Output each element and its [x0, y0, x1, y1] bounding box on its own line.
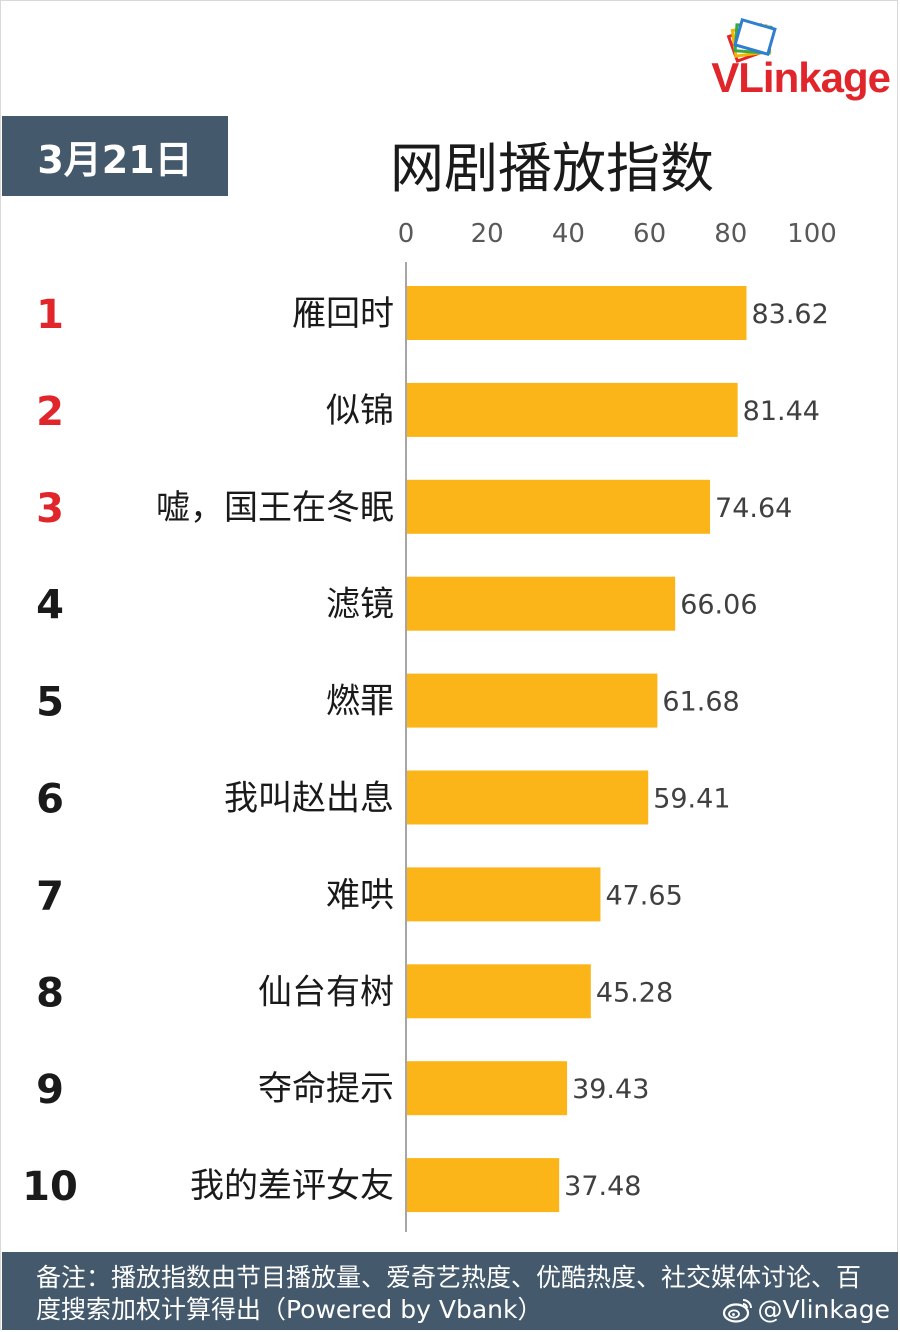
x-tick-label: 100 — [787, 219, 837, 249]
category-label: 嘘，国王在冬眠 — [156, 488, 394, 528]
rank-label: 8 — [36, 970, 64, 1016]
rank-label: 9 — [36, 1067, 64, 1113]
bar — [407, 1158, 560, 1213]
value-label: 66.06 — [680, 590, 757, 621]
value-label: 61.68 — [662, 687, 739, 718]
weibo-handle: @Vlinkage — [722, 1295, 890, 1324]
x-tick-label: 60 — [633, 219, 666, 249]
category-label: 似锦 — [326, 391, 394, 431]
x-tick-label: 0 — [398, 219, 415, 249]
logo-text: VLinkage — [711, 54, 891, 101]
rank-label: 10 — [22, 1164, 78, 1210]
rank-label: 3 — [36, 486, 64, 532]
category-label: 难哄 — [326, 875, 394, 915]
category-label: 滤镜 — [326, 585, 394, 625]
value-label: 74.64 — [715, 493, 792, 524]
date-badge: 3月21日 — [2, 116, 228, 196]
chart-title: 网剧播放指数 — [390, 137, 714, 200]
weibo-icon — [722, 1298, 752, 1323]
logo-cards-icon — [726, 17, 777, 63]
rank-label: 1 — [36, 292, 64, 338]
bar — [407, 964, 591, 1019]
bar — [407, 770, 649, 825]
category-label: 雁回时 — [292, 294, 394, 334]
value-label: 37.48 — [564, 1171, 641, 1202]
value-label: 59.41 — [653, 784, 730, 815]
value-label: 39.43 — [572, 1074, 649, 1105]
bar — [407, 479, 711, 534]
bar — [407, 576, 676, 631]
rank-label: 7 — [36, 873, 64, 919]
x-tick-label: 80 — [714, 219, 747, 249]
category-label: 我的差评女友 — [190, 1166, 394, 1206]
rank-label: 2 — [36, 389, 64, 435]
x-tick-label: 40 — [552, 219, 585, 249]
bar-chart: 0 20 40 60 80 100 83.62 雁回时 1 81.44 似锦 2 74.64 嘘，国王在冬… — [22, 219, 837, 1232]
value-label: 83.62 — [751, 299, 828, 330]
footer-bar: 备注：播放指数由节目播放量、爱奇艺热度、优酷热度、社交媒体讨论、百度搜索加权计算… — [2, 1252, 898, 1330]
category-label: 燃罪 — [326, 682, 394, 722]
category-label: 夺命提示 — [258, 1069, 394, 1109]
category-label: 仙台有树 — [258, 972, 394, 1012]
value-label: 81.44 — [743, 396, 820, 427]
bar — [407, 867, 601, 922]
value-label: 45.28 — [596, 977, 673, 1008]
value-label: 47.65 — [605, 880, 682, 911]
category-label: 我叫赵出息 — [224, 779, 394, 819]
footer-note: 备注：播放指数由节目播放量、爱奇艺热度、优酷热度、社交媒体讨论、百度搜索加权计算… — [36, 1263, 862, 1324]
rank-label: 6 — [36, 777, 64, 823]
bar — [407, 286, 747, 340]
bar — [407, 382, 738, 437]
rank-label: 5 — [36, 680, 64, 726]
bar — [407, 673, 658, 728]
rank-label: 4 — [36, 583, 64, 629]
vlinkage-logo: VLinkage — [670, 12, 891, 112]
x-tick-label: 20 — [471, 219, 504, 249]
bar — [407, 1061, 568, 1116]
weibo-handle-text: @Vlinkage — [757, 1295, 890, 1324]
